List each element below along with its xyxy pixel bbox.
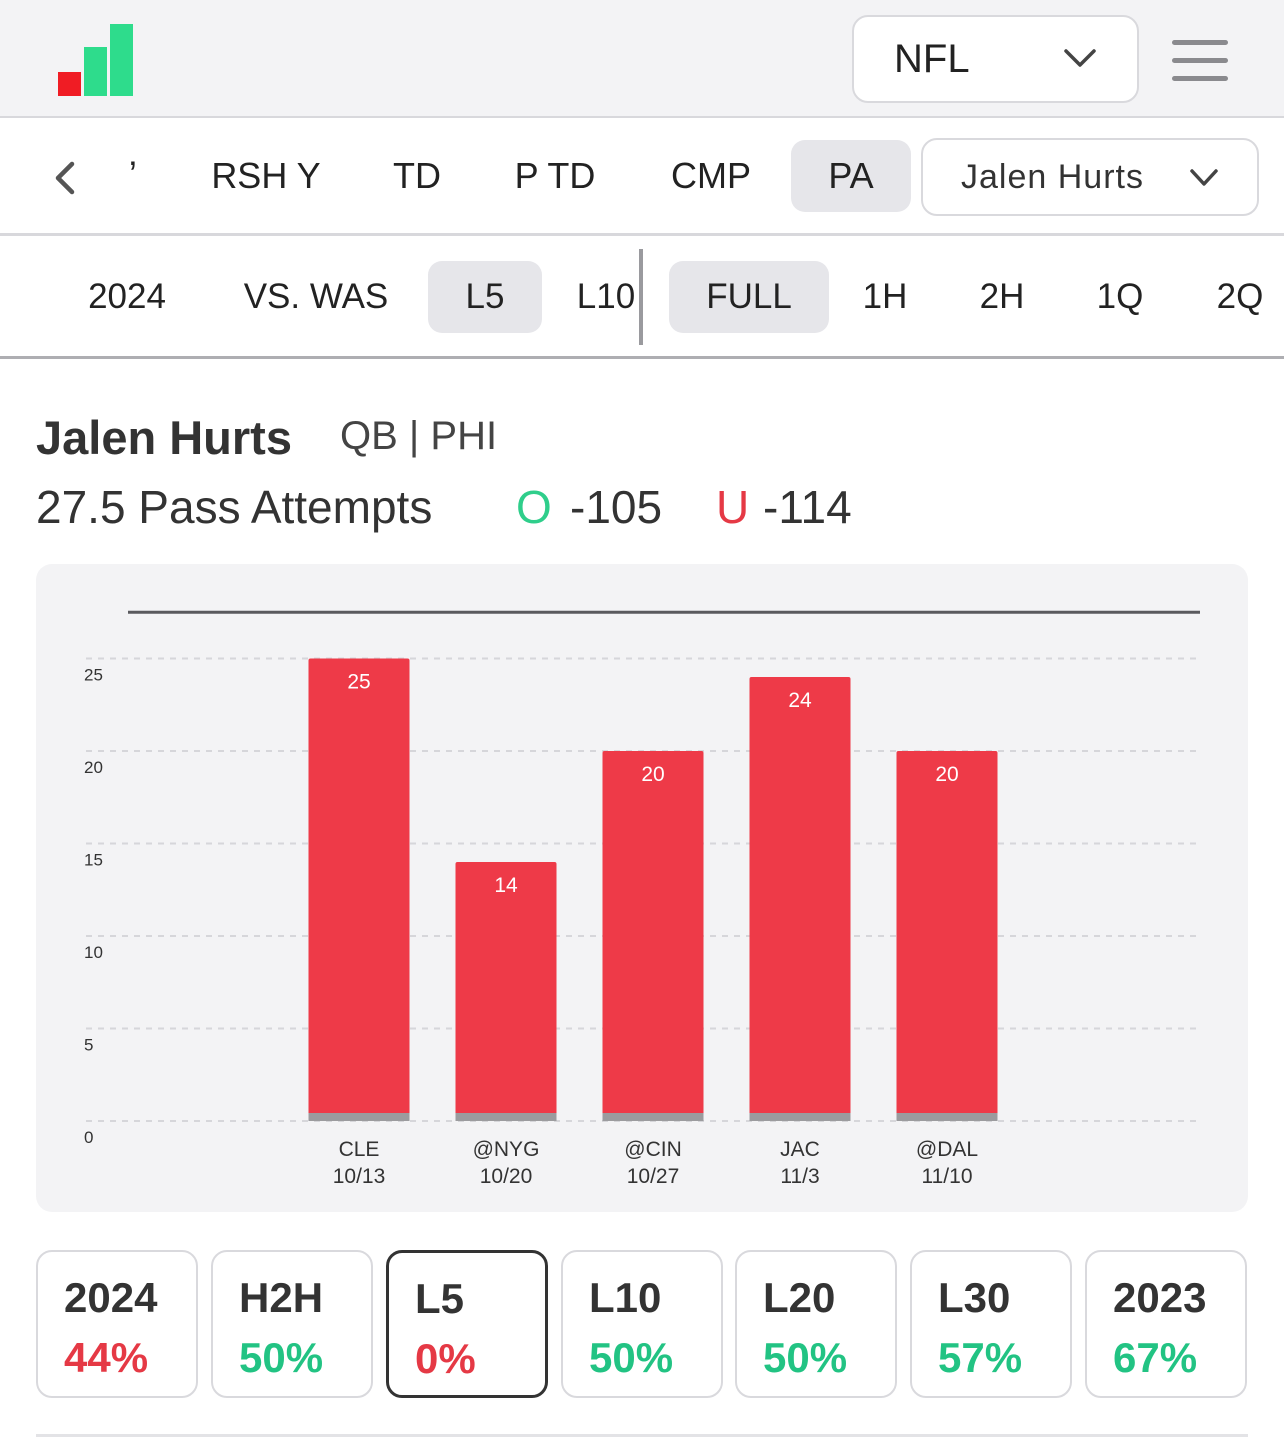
hit-rate-percent: 50%: [589, 1334, 674, 1381]
x-tick-label: JAC: [780, 1138, 820, 1161]
hit-rate-percent: 67%: [1113, 1334, 1198, 1381]
bar-chart-logo-icon[interactable]: [58, 24, 134, 96]
hit-rate-card-l20[interactable]: L20 50%: [735, 1250, 897, 1398]
period-tab-1q[interactable]: 1Q: [1096, 277, 1144, 316]
under-odds[interactable]: -114: [763, 481, 852, 533]
bar: [749, 677, 851, 1121]
y-tick-label: 25: [84, 666, 103, 685]
under-label[interactable]: U: [716, 481, 750, 533]
bar: [896, 751, 998, 1121]
hit-rate-percent: 57%: [938, 1334, 1023, 1381]
hit-rate-label: L10: [589, 1274, 662, 1321]
hit-rate-label: H2H: [239, 1274, 324, 1321]
x-tick-date: 11/3: [780, 1165, 819, 1188]
hit-rate-card-2024[interactable]: 2024 44%: [36, 1250, 198, 1398]
player-meta: QB | PHI: [340, 414, 498, 458]
chevron-down-icon: [1190, 169, 1218, 186]
bar-base: [455, 1113, 557, 1121]
bar: [455, 862, 557, 1121]
range-tab-l5[interactable]: L5: [428, 261, 542, 333]
hit-rate-label: L20: [763, 1274, 836, 1321]
period-tab-2h[interactable]: 2H: [979, 277, 1025, 316]
x-tick-label: @NYG: [473, 1138, 540, 1161]
data-label: 20: [641, 763, 664, 786]
x-tick-label: @CIN: [624, 1138, 681, 1161]
over-label[interactable]: O: [516, 481, 552, 533]
league-select-value: NFL: [894, 36, 970, 81]
x-tick-date: 10/20: [480, 1165, 533, 1188]
bar-base: [602, 1113, 704, 1121]
y-tick-label: 5: [84, 1036, 93, 1055]
hit-rate-label: L5: [415, 1275, 465, 1322]
range-divider: [639, 249, 643, 345]
hit-rate-card-l10[interactable]: L10 50%: [561, 1250, 723, 1398]
top-header: NFL: [0, 0, 1284, 118]
chart-card: 0 5 10 15 20 25 25 CLE 10/13 14 @NYG 10/20 20 @CIN 10/…: [36, 564, 1248, 1212]
x-tick-date: 10/13: [333, 1165, 386, 1188]
period-tab-1h[interactable]: 1H: [862, 277, 908, 316]
bar-base: [896, 1113, 998, 1121]
bar-base: [749, 1113, 851, 1121]
logo-bar-tall: [110, 24, 133, 96]
range-tabs-bar: 2024 VS. WAS L5 L10 FULL 1H 2H 1Q 2Q: [0, 239, 1284, 359]
logo-bar-red: [58, 72, 81, 96]
period-tab-full[interactable]: FULL: [669, 261, 829, 333]
stat-tab-p-td[interactable]: P TD: [514, 155, 596, 196]
hit-rate-percent: 50%: [763, 1334, 848, 1381]
hit-rate-percent: 44%: [64, 1334, 149, 1381]
range-tab-vs-was[interactable]: VS. WAS: [243, 277, 389, 316]
hamburger-menu-icon[interactable]: [1172, 40, 1228, 82]
bottom-divider: [36, 1434, 1248, 1437]
period-tab-2q[interactable]: 2Q: [1216, 277, 1264, 316]
hit-rate-card-l5[interactable]: L5 0%: [386, 1250, 548, 1398]
x-tick-label: @DAL: [916, 1138, 978, 1161]
chevron-left-icon[interactable]: [50, 158, 80, 198]
hit-rate-label: L30: [938, 1274, 1011, 1321]
hit-rate-percent: 50%: [239, 1334, 324, 1381]
prop-line: 27.5 Pass Attempts: [36, 481, 433, 533]
hit-rate-percent: 0%: [415, 1335, 476, 1382]
stat-tab-partial[interactable]: ʼ: [129, 155, 137, 196]
hit-rate-card-h2h[interactable]: H2H 50%: [211, 1250, 373, 1398]
range-tab-l10[interactable]: L10: [576, 277, 636, 316]
logo-bar-mid: [84, 47, 107, 96]
y-tick-label: 0: [84, 1128, 93, 1147]
hit-rate-card-2023[interactable]: 2023 67%: [1085, 1250, 1247, 1398]
chevron-down-icon: [1064, 49, 1096, 67]
stat-tab-td[interactable]: TD: [393, 155, 441, 196]
y-tick-label: 10: [84, 943, 103, 962]
bar-chart: 0 5 10 15 20 25 25 CLE 10/13 14 @NYG 10/20 20 @CIN 10/…: [84, 610, 1200, 1188]
stat-tab-rsh-y[interactable]: RSH Y: [211, 155, 321, 196]
x-tick-date: 10/27: [627, 1165, 680, 1188]
hit-rate-label: 2023: [1113, 1274, 1207, 1321]
over-odds[interactable]: -105: [570, 481, 663, 533]
y-tick-label: 15: [84, 851, 103, 870]
bar-base: [308, 1113, 410, 1121]
data-label: 14: [494, 874, 518, 897]
x-tick-label: CLE: [339, 1138, 380, 1161]
player-name: Jalen Hurts: [36, 411, 292, 464]
hit-rate-card-l30[interactable]: L30 57%: [910, 1250, 1072, 1398]
y-tick-label: 20: [84, 758, 103, 777]
bar: [308, 658, 410, 1121]
data-label: 20: [935, 763, 958, 786]
hit-rate-label: 2024: [64, 1274, 158, 1321]
bar: [602, 751, 704, 1121]
player-select[interactable]: Jalen Hurts: [921, 138, 1259, 216]
data-label: 24: [788, 689, 812, 712]
league-select[interactable]: NFL: [852, 15, 1139, 103]
x-tick-date: 11/10: [922, 1165, 973, 1188]
stat-tab-cmp[interactable]: CMP: [671, 155, 751, 196]
player-select-value: Jalen Hurts: [961, 157, 1144, 196]
stat-tabs-bar: ʼ RSH Y TD P TD CMP PA Jalen Hurts: [0, 120, 1284, 236]
range-tab-2024[interactable]: 2024: [88, 277, 166, 316]
stat-tab-pa[interactable]: PA: [791, 140, 911, 212]
data-label: 25: [347, 671, 370, 694]
